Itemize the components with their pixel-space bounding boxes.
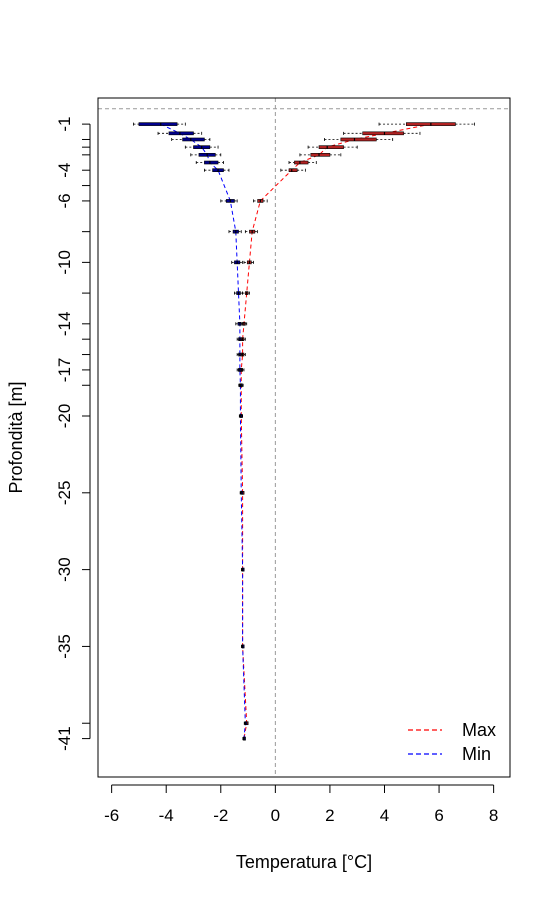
- boxplot-max: [253, 199, 268, 203]
- y-tick-label: -17: [55, 358, 74, 383]
- box: [310, 153, 331, 157]
- boxplot-min: [238, 414, 243, 418]
- x-tick-label: 6: [434, 806, 443, 825]
- boxplot-min: [190, 153, 222, 157]
- legend-label-max: Max: [462, 720, 496, 740]
- box: [288, 168, 298, 173]
- box: [318, 145, 344, 149]
- legend-label-min: Min: [462, 744, 491, 764]
- x-tick-label: 8: [489, 806, 498, 825]
- x-tick-label: -2: [213, 806, 228, 825]
- x-tick-label: 0: [271, 806, 280, 825]
- boxplot-min: [220, 199, 238, 203]
- x-axis: -6 -4 -2 0 2 4 6 8: [104, 784, 498, 825]
- boxplot-min: [236, 337, 244, 341]
- y-tick-label: -30: [55, 557, 74, 582]
- boxplot-min: [195, 160, 224, 165]
- boxplot-max: [378, 122, 475, 126]
- boxplot-min: [243, 721, 248, 726]
- boxplot-min: [239, 491, 243, 495]
- boxplot-min: [235, 322, 244, 326]
- box: [168, 131, 194, 136]
- boxplot-max: [288, 160, 317, 165]
- series-line-min: [160, 123, 246, 739]
- boxplot-max: [307, 145, 358, 149]
- legend: Max Min: [408, 720, 496, 764]
- boxplot-min: [184, 145, 219, 149]
- box-plots: [133, 122, 475, 741]
- boxplot-min: [238, 383, 243, 388]
- boxplot-max: [324, 137, 394, 142]
- plot-frame: [97, 97, 511, 778]
- y-axis-title: Profondità [m]: [6, 381, 26, 493]
- y-tick-label: -14: [55, 312, 74, 337]
- x-tick-label: -4: [159, 806, 174, 825]
- box: [182, 137, 205, 142]
- box: [204, 160, 219, 165]
- series-lines: [160, 123, 431, 739]
- y-tick-label: -41: [55, 726, 74, 751]
- series-line-max: [240, 123, 431, 739]
- boxplot-min: [241, 644, 245, 649]
- y-tick-label: -10: [55, 250, 74, 275]
- y-tick-label: -4: [55, 163, 74, 178]
- y-tick-label: -35: [55, 634, 74, 659]
- box: [138, 122, 178, 126]
- y-tick-label: -20: [55, 404, 74, 429]
- boxplot-min: [231, 260, 244, 265]
- boxplot-min: [236, 352, 244, 357]
- boxplot-max: [244, 229, 259, 234]
- y-tick-label: -6: [55, 193, 74, 208]
- boxplot-min: [228, 229, 242, 234]
- boxplot-min: [242, 736, 246, 741]
- reference-lines: [98, 98, 510, 777]
- boxplot-max: [280, 168, 306, 173]
- boxplot-min: [204, 168, 230, 173]
- y-tick-label: -25: [55, 481, 74, 506]
- boxplot-min: [157, 131, 203, 136]
- box: [294, 160, 309, 165]
- boxplot-min: [236, 368, 244, 372]
- boxplot-max: [343, 131, 421, 136]
- box: [362, 131, 404, 136]
- x-axis-title: Temperatura [°C]: [236, 852, 372, 872]
- boxplot-min: [171, 137, 211, 142]
- boxplot-min: [133, 122, 186, 126]
- x-tick-label: 4: [380, 806, 389, 825]
- boxplot-min: [234, 291, 244, 295]
- boxplot-max: [299, 153, 342, 157]
- boxplot-max: [243, 260, 254, 265]
- x-tick-label: 2: [325, 806, 334, 825]
- x-tick-label: -6: [104, 806, 119, 825]
- y-axis: -1 -4 -6 -10 -14 -17 -20 -25 -30 -35 -41: [55, 117, 91, 751]
- box: [340, 137, 377, 142]
- boxplot-max: [242, 291, 250, 295]
- y-tick-label: -1: [55, 117, 74, 132]
- boxplot-min: [241, 567, 245, 572]
